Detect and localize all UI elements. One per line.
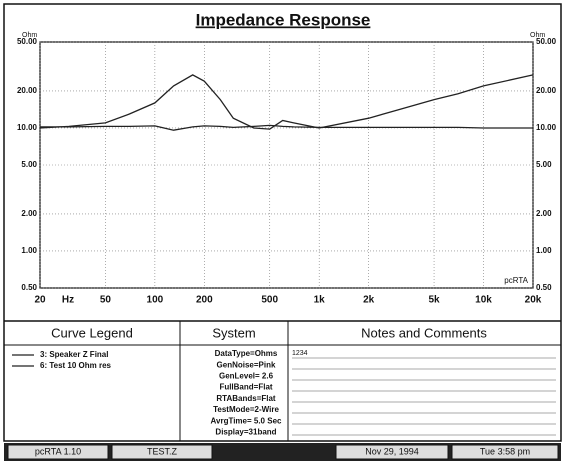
y-tick-label: 0.50 [21, 283, 37, 292]
notes-text: 1234 [292, 350, 308, 357]
x-tick-label: 500 [261, 295, 278, 306]
legend-label: 3: Speaker Z Final [40, 350, 108, 359]
x-tick-label: 10k [475, 295, 492, 306]
notes-lines [292, 357, 556, 436]
panel-title: Curve Legend [51, 325, 133, 340]
series-line [40, 124, 533, 131]
status-cell [451, 444, 559, 460]
y-tick-label: 5.00 [21, 160, 37, 169]
system-setting: TestMode=2-Wire [213, 405, 279, 414]
status-cell [111, 444, 213, 460]
system-setting: GenNoise=Pink [217, 360, 276, 369]
y-tick-label: 1.00 [536, 246, 552, 255]
y-tick-label: 1.00 [21, 246, 37, 255]
x-unit: Hz [62, 295, 74, 306]
y-tick-label: 50.00 [536, 37, 557, 46]
status-text: Nov 29, 1994 [365, 446, 419, 456]
status-text: Tue 3:58 pm [480, 446, 530, 456]
y-tick-label: 20.00 [536, 86, 557, 95]
y-tick-label: 50.00 [17, 37, 38, 46]
x-tick-label: 2k [363, 295, 375, 306]
x-tick-label: 100 [147, 295, 164, 306]
panel-title: System [212, 325, 255, 340]
system-setting: AvrgTime= 5.0 Sec [211, 416, 282, 425]
y-tick-label: 5.00 [536, 160, 552, 169]
y-tick-label: 10.00 [17, 123, 38, 132]
chart-title: Impedance Response [196, 10, 371, 29]
watermark: pcRTA [504, 276, 528, 285]
legend-label: 6: Test 10 Ohm res [40, 361, 112, 370]
y-unit: Ohm [530, 32, 545, 39]
system-setting: Display=31band [215, 428, 276, 437]
y-unit: Ohm [22, 32, 37, 39]
y-tick-label: 2.00 [21, 209, 37, 218]
y-tick-label: 20.00 [17, 86, 38, 95]
y-tick-label: 2.00 [536, 209, 552, 218]
status-text: pcRTA 1.10 [35, 446, 81, 456]
y-tick-label: 0.50 [536, 283, 552, 292]
status-text: TEST.Z [147, 446, 178, 456]
x-tick-label: 50 [100, 295, 112, 306]
system-setting: GenLevel= 2.6 [219, 372, 274, 381]
panel-title: Notes and Comments [361, 325, 487, 340]
system-setting: DataType=Ohms [215, 349, 278, 358]
y-tick-label: 10.00 [536, 123, 557, 132]
system-setting: FullBand=Flat [219, 383, 272, 392]
frame [3, 3, 562, 442]
status-cell [335, 444, 449, 460]
system-setting: RTABands=Flat [216, 394, 276, 403]
series-line [39, 74, 534, 130]
x-tick-label: 1k [314, 295, 326, 306]
x-tick-label: 20 [34, 295, 46, 306]
x-tick-label: 200 [196, 295, 213, 306]
x-tick-label: 20k [525, 295, 542, 306]
x-tick-label: 5k [428, 295, 440, 306]
status-cell [7, 444, 109, 460]
